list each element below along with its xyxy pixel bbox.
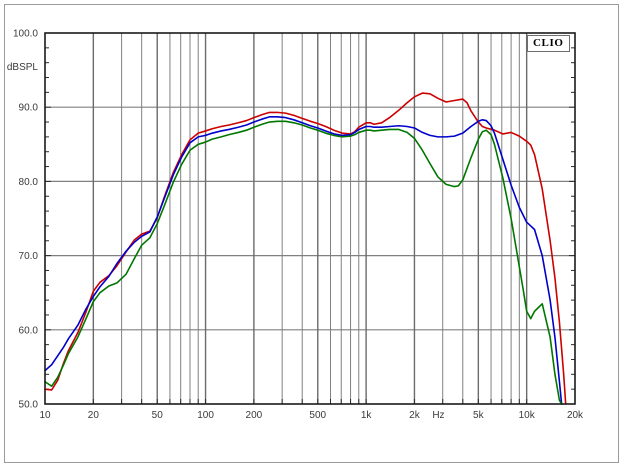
y-tick-label: 80.0 <box>19 177 39 188</box>
response-curve-1 <box>44 92 567 405</box>
major-x-gridlines <box>92 33 528 404</box>
response-curve-3 <box>44 120 563 405</box>
x-tick-label: 50 <box>152 410 164 421</box>
window-frame <box>4 4 619 463</box>
y-axis-tick-labels: 50.0 60.0 70.0 80.0 90.0 100.0 <box>13 29 38 411</box>
x-tick-label: 2k <box>409 410 421 421</box>
clio-logo: CLIO <box>527 35 570 52</box>
response-curves <box>44 92 567 405</box>
x-axis-tick-labels: 10 20 50 100 200 500 1k 2k 5k 10k 20k <box>39 410 584 421</box>
response-curve-2 <box>44 116 563 405</box>
x-tick-label: 10k <box>519 410 536 421</box>
y-tick-label: 60.0 <box>19 325 39 336</box>
x-tick-label: 500 <box>309 410 326 421</box>
x-tick-label: 100 <box>197 410 214 421</box>
y-axis-unit-label: dBSPL <box>7 62 39 73</box>
minor-gridlines <box>121 33 520 404</box>
y-tick-label: 100.0 <box>13 29 38 40</box>
x-tick-label: 20 <box>88 410 100 421</box>
y-tick-label: 50.0 <box>19 400 39 411</box>
x-tick-label: 10 <box>39 410 51 421</box>
plot-frame <box>44 32 576 405</box>
x-tick-label: 20k <box>567 410 584 421</box>
y-tick-label: 70.0 <box>19 251 39 262</box>
x-tick-label: 200 <box>246 410 263 421</box>
x-tick-label: 1k <box>361 410 373 421</box>
x-tick-label: 5k <box>473 410 485 421</box>
y-tick-label: 90.0 <box>19 103 39 114</box>
axis-ticks <box>44 32 576 405</box>
major-y-gridlines <box>45 106 575 331</box>
x-axis-unit-label: Hz <box>432 410 444 421</box>
